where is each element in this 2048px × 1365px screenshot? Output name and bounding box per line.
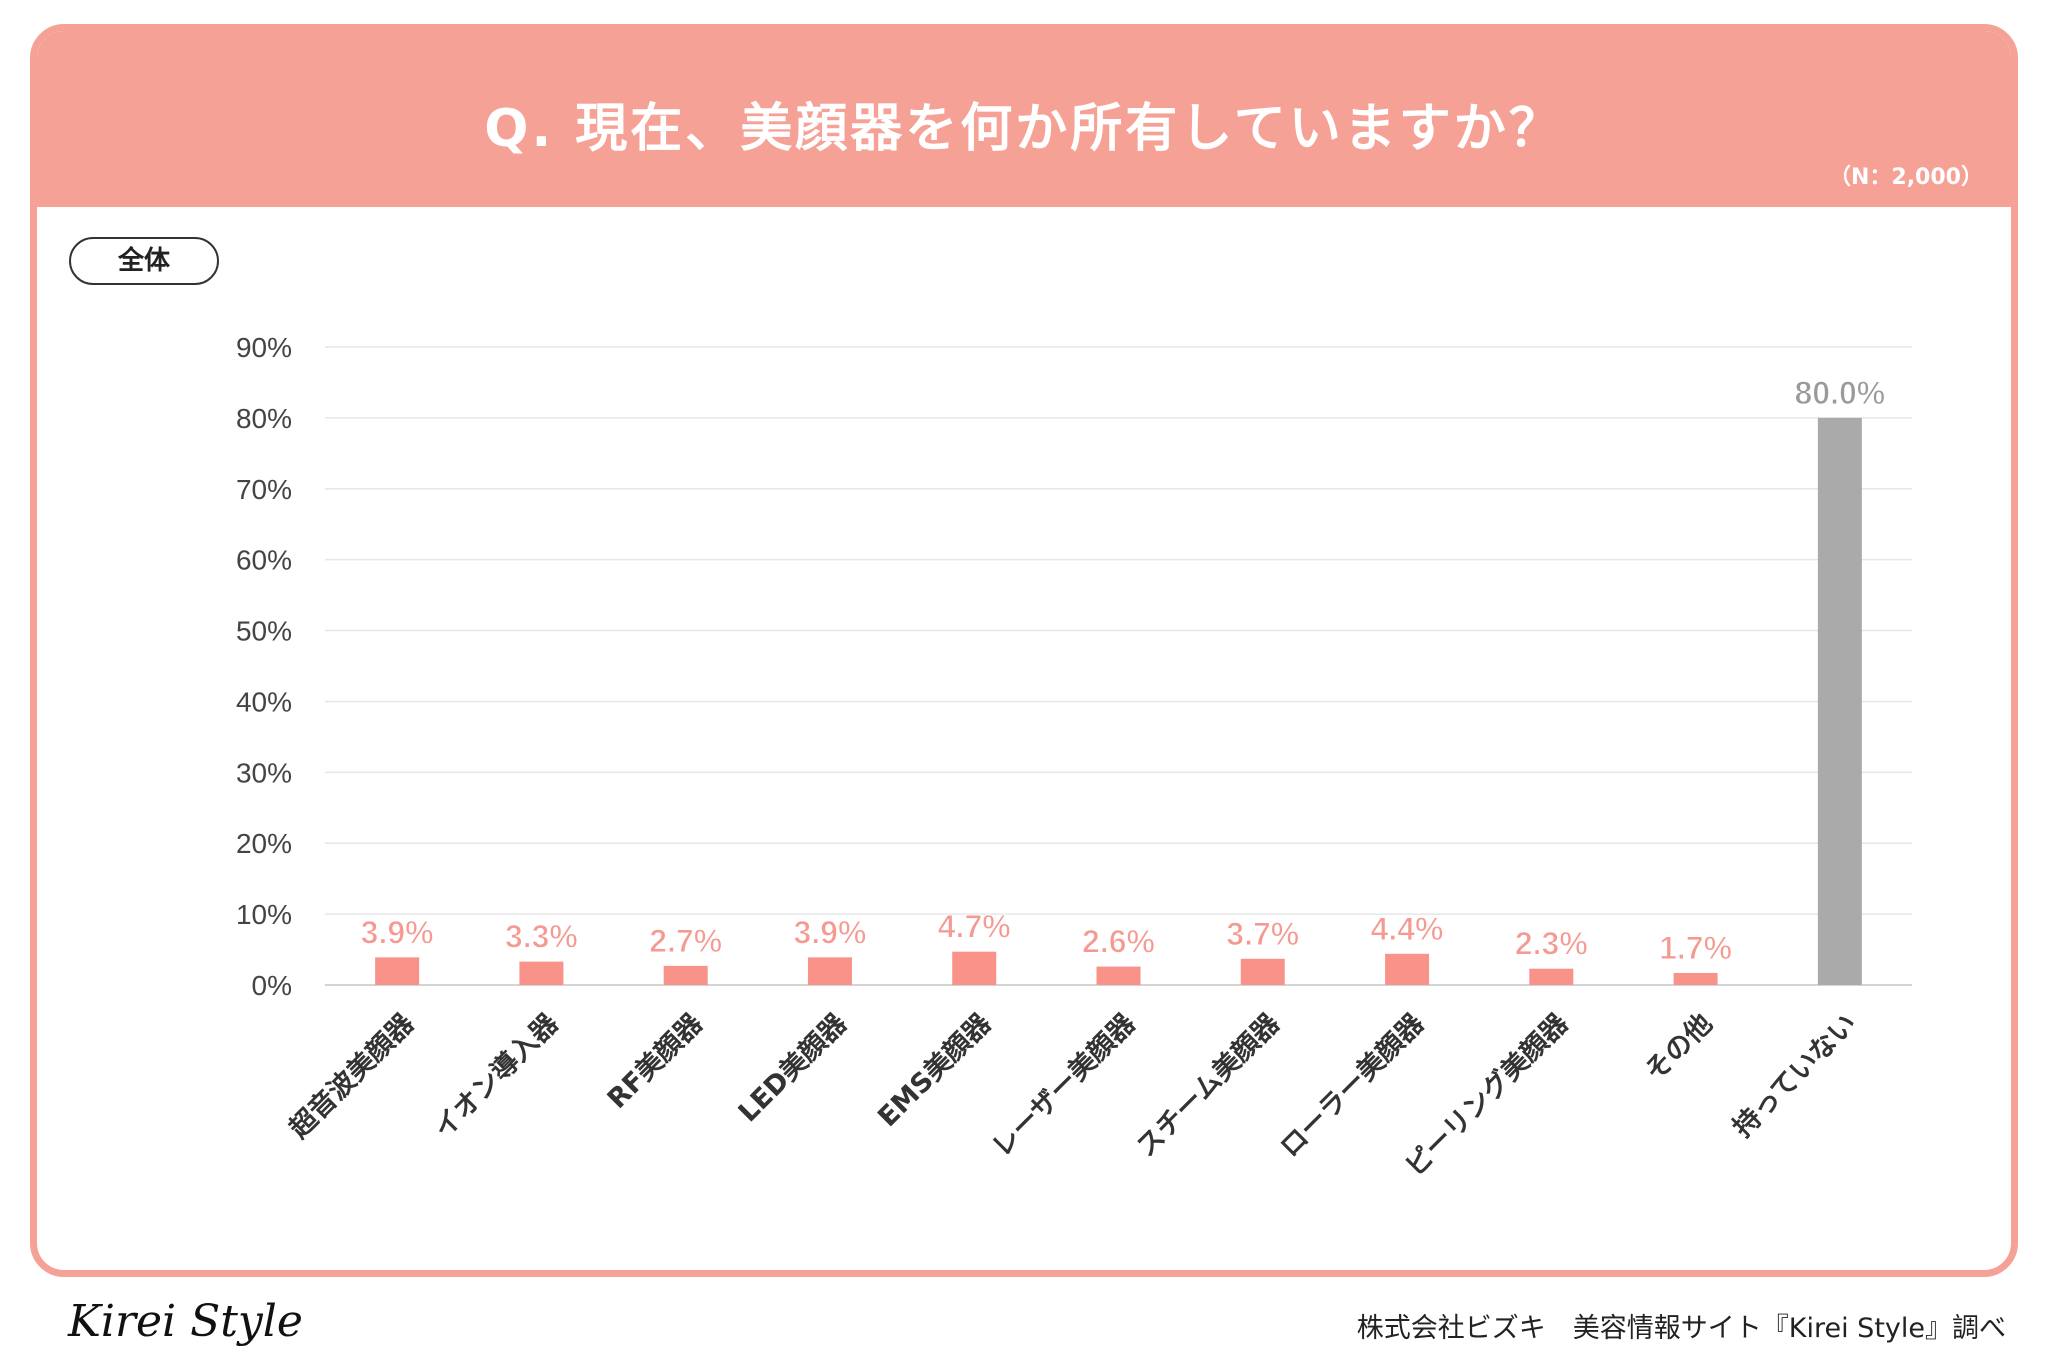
- y-tick-label: 70%: [236, 474, 292, 505]
- x-category-label: その他: [1639, 1008, 1718, 1087]
- value-label: 2.6%: [1082, 924, 1155, 960]
- bar: [1385, 953, 1430, 985]
- x-category-label: レーザー美顔器: [986, 1007, 1143, 1164]
- value-label: 4.7%: [938, 909, 1011, 945]
- value-label: 3.9%: [361, 914, 434, 950]
- header-banner: Q. 現在、美顔器を何か所有していますか？ （N：2,000）: [37, 31, 2011, 207]
- chart-title: Q. 現在、美顔器を何か所有していますか？: [484, 99, 1564, 159]
- bar: [952, 951, 997, 985]
- sample-size-note: （N：2,000）: [1828, 165, 1983, 190]
- segment-label: 全体: [69, 237, 219, 285]
- x-category-label: EMS美顔器: [871, 1007, 997, 1133]
- bar: [807, 957, 852, 985]
- y-tick-label: 0%: [252, 970, 292, 1001]
- bar: [663, 965, 708, 985]
- y-tick-label: 20%: [236, 828, 292, 859]
- value-label: 2.3%: [1515, 926, 1588, 962]
- y-tick-label: 30%: [236, 757, 292, 788]
- bar: [1673, 972, 1718, 985]
- x-category-label: 超音波美顔器: [283, 1007, 421, 1145]
- value-label: 3.9%: [793, 914, 866, 950]
- x-category-label: イオン導入器: [427, 1007, 565, 1145]
- value-label: 1.7%: [1659, 930, 1732, 966]
- value-label: 4.4%: [1371, 911, 1444, 947]
- x-category-label: スチーム美顔器: [1130, 1007, 1286, 1163]
- y-tick-label: 80%: [236, 403, 292, 434]
- bar: [1529, 968, 1574, 985]
- x-category-label: 持っていない: [1727, 1008, 1863, 1144]
- x-category-label: LED美顔器: [732, 1007, 854, 1129]
- source-credit: 株式会社ビズキ 美容情報サイト『Kirei Style』調べ: [1356, 1313, 2006, 1344]
- x-category-label: RF美顔器: [601, 1007, 709, 1115]
- y-tick-label: 10%: [236, 899, 292, 930]
- y-tick-label: 40%: [236, 686, 292, 717]
- chart-card: Q. 現在、美顔器を何か所有していますか？ （N：2,000） 全体: [30, 24, 2018, 1277]
- bar: [1240, 958, 1285, 985]
- bar: [375, 957, 420, 985]
- y-tick-label: 50%: [236, 616, 292, 647]
- bar: [1817, 417, 1862, 985]
- x-category-label: ローラー美顔器: [1274, 1007, 1431, 1164]
- bar: [1096, 966, 1141, 985]
- value-label: 3.7%: [1226, 916, 1299, 952]
- bar: [519, 961, 564, 985]
- value-label: 2.7%: [649, 923, 722, 959]
- y-tick-label: 90%: [236, 332, 292, 363]
- kirei-style-logo: Kirei Style: [68, 1296, 303, 1347]
- value-label: 80.0%: [1794, 375, 1885, 411]
- value-label: 3.3%: [505, 919, 578, 955]
- bar-chart: 0% 10% 20% 30% 40% 50% 60% 70% 80% 90% 3.9% 超音波美顔器 3…: [236, 332, 1912, 1183]
- y-tick-label: 60%: [236, 545, 292, 576]
